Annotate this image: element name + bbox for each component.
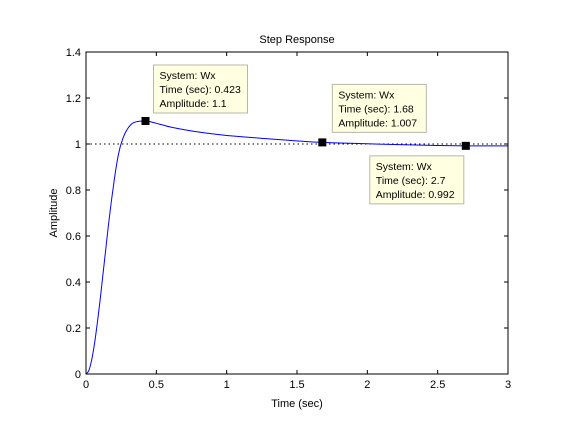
datatip-text: Amplitude: 1.007 [338, 117, 417, 129]
datatip-layer: System: Wx Time (sec): 0.423 Amplitude: 1.… [141, 64, 470, 205]
datatip-text: System: Wx [160, 70, 217, 82]
datatip-marker[interactable] [318, 138, 327, 147]
x-tick-label: 3 [505, 379, 511, 391]
y-tick-label: 1.2 [66, 93, 81, 105]
y-tick-label: 1 [75, 139, 81, 151]
x-tick-label: 0.5 [149, 379, 164, 391]
datatip-marker[interactable] [461, 141, 470, 150]
x-axis-label: Time (sec) [271, 398, 323, 410]
y-tick-label: 0.6 [66, 231, 81, 243]
chart-title: Step Response [259, 34, 334, 46]
datatip-text: Amplitude: 1.1 [160, 98, 227, 110]
datatip-text: Amplitude: 0.992 [376, 189, 455, 201]
datatip-box[interactable] [331, 83, 427, 133]
curve-layer [85, 120, 509, 375]
datatip-text: Time (sec): 0.423 [160, 84, 241, 96]
y-tick-label: 0.2 [66, 323, 81, 335]
x-tick-label: 1 [224, 379, 230, 391]
y-tick-label: 0 [75, 369, 81, 381]
x-tick-label: 2.5 [430, 379, 445, 391]
datatip-text: Time (sec): 2.7 [376, 175, 446, 187]
y-tick-label: 0.8 [66, 185, 81, 197]
datatip-box[interactable] [153, 64, 249, 114]
plot-area [86, 52, 508, 374]
tick-layer: 0 0.5 1 1.5 2 2.5 3 0 0.2 0.4 0.6 0.8 1 1.2 1.4 [66, 47, 511, 391]
y-axis-label: Amplitude [48, 189, 60, 238]
x-tick-label: 1.5 [289, 379, 304, 391]
datatip-box[interactable] [369, 155, 465, 205]
datatip-text: System: Wx [338, 89, 395, 101]
y-tick-label: 1.4 [66, 47, 81, 59]
datatip-text: System: Wx [376, 161, 433, 173]
x-tick-label: 0 [83, 379, 89, 391]
datatip-marker[interactable] [141, 117, 150, 125]
step-response-line [85, 120, 509, 375]
datatip-text: Time (sec): 1.68 [338, 103, 414, 115]
x-tick-label: 2 [364, 379, 370, 391]
y-tick-label: 0.4 [66, 277, 81, 289]
